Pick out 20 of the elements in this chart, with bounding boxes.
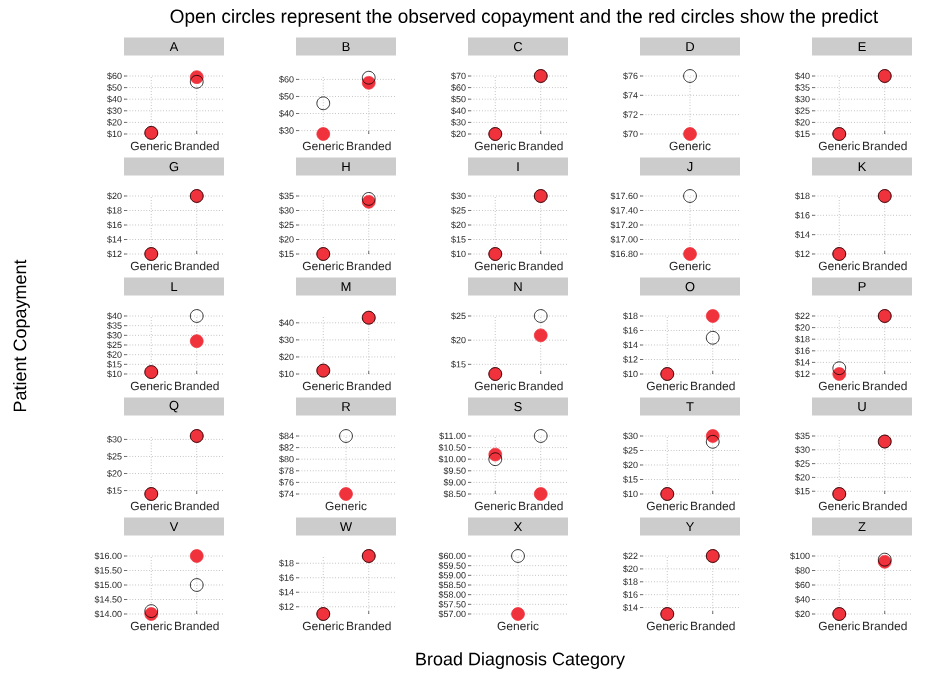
point [705, 330, 720, 345]
point [488, 452, 503, 466]
point [705, 309, 720, 323]
point [533, 429, 548, 443]
point [832, 361, 847, 375]
text: Broad Diagnosis Category [416, 652, 625, 669]
point [705, 435, 720, 449]
text: Open circles represent the observed copayment and the red circles show the predict [170, 9, 879, 27]
point [189, 309, 204, 323]
point [533, 328, 548, 343]
point [316, 127, 331, 141]
point [316, 96, 331, 111]
text: Patient Copayment [13, 259, 30, 412]
point [361, 70, 376, 85]
point [189, 549, 204, 563]
point [189, 334, 204, 348]
point [189, 75, 204, 89]
point [533, 487, 548, 501]
point [189, 578, 204, 592]
point [533, 309, 548, 323]
